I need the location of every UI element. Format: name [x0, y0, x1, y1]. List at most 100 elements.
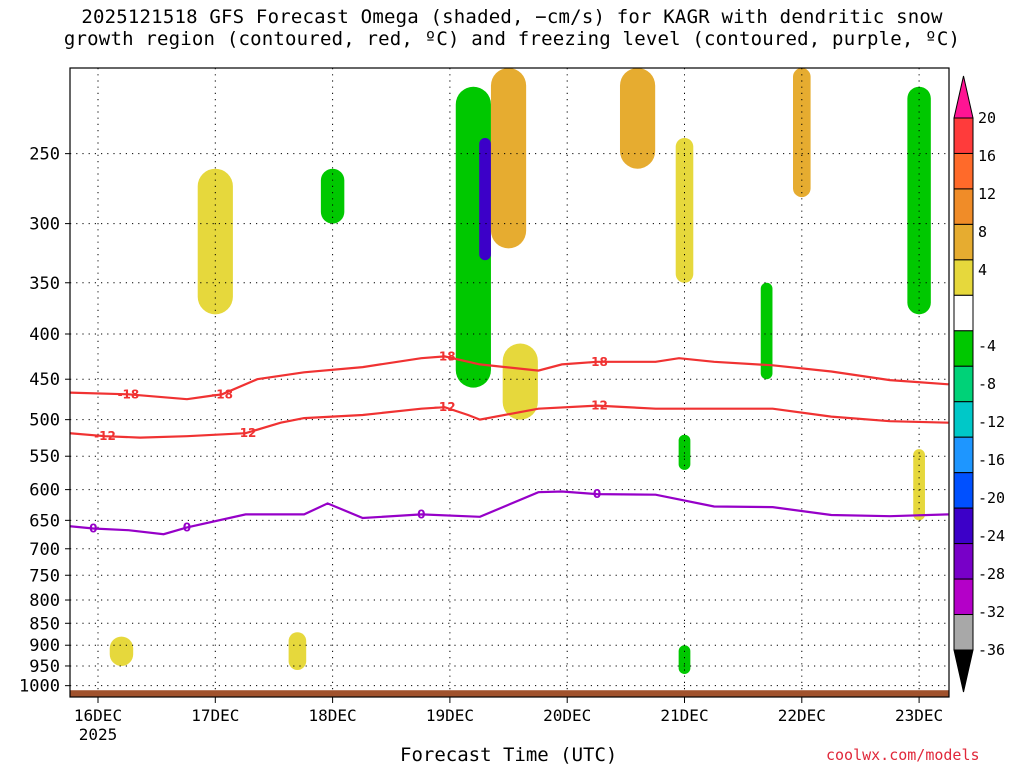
- x-axis: 16DEC 17DEC 18DEC 19DEC 20DEC 21DEC 22DEC 23DEC…: [74, 697, 943, 744]
- colorbar-label: -20: [978, 489, 1005, 507]
- y-tick-label: 900: [29, 636, 60, 656]
- y-tick-label: 950: [29, 657, 60, 677]
- colorbar-label: 16: [978, 147, 996, 165]
- y-tick-label: 850: [29, 614, 60, 634]
- colorbar-label: 4: [978, 261, 987, 279]
- contour-label: -18: [211, 387, 233, 401]
- colorbar-swatch: [953, 578, 974, 616]
- y-tick-label: 800: [29, 591, 60, 611]
- omega-region: [675, 137, 694, 283]
- contour-label: 0: [183, 520, 191, 534]
- colorbar-label: -28: [978, 565, 1005, 583]
- omega-region: [490, 68, 527, 249]
- chart-title-line-1: 2025121518 GFS Forecast Omega (shaded, −…: [81, 6, 943, 28]
- contour-label: -12: [235, 426, 257, 440]
- y-axis: 2503003504004505005506006507007508008509…: [19, 145, 70, 697]
- x-tick-label: 21DEC: [660, 706, 708, 725]
- omega-region: [288, 632, 307, 670]
- contour-label: -18: [434, 349, 456, 363]
- y-tick-label: 650: [29, 511, 60, 531]
- y-tick-label: 1000: [19, 677, 60, 697]
- grid-lines: [70, 68, 949, 697]
- colorbar-label: -32: [978, 603, 1005, 621]
- omega-region: [793, 68, 811, 198]
- omega-region: [619, 68, 656, 169]
- colorbar-label: 8: [978, 223, 987, 241]
- colorbar-label: 20: [978, 109, 996, 127]
- colorbar-swatch: [953, 152, 974, 190]
- x-tick-label: 23DEC: [895, 706, 943, 725]
- ground-fill: [70, 690, 949, 697]
- colorbar-swatch: [953, 365, 974, 403]
- x-tick-label: 22DEC: [778, 706, 826, 725]
- plot-frame: [69, 67, 950, 698]
- colorbar-swatch: [953, 614, 974, 651]
- x-tick-label: 20DEC: [543, 706, 591, 725]
- y-tick-label: 450: [29, 370, 60, 390]
- y-tick-label: 250: [29, 145, 60, 165]
- x-tick-label: 16DEC: [74, 706, 122, 725]
- colorbar-swatch: [953, 401, 974, 438]
- colorbar-swatch: [953, 436, 974, 474]
- colorbar-swatch: [953, 259, 974, 296]
- colorbar-swatch: [953, 294, 974, 332]
- y-tick-label: 400: [29, 325, 60, 345]
- y-tick-label: 600: [29, 481, 60, 501]
- colorbar-label: -12: [978, 413, 1005, 431]
- contour-label: 0: [417, 507, 425, 521]
- colorbar-swatch: [953, 117, 974, 154]
- colorbar-swatch: [953, 223, 974, 261]
- colorbar-swatch: [953, 330, 974, 367]
- contour-label: -18: [118, 387, 140, 401]
- contours: -18 -18 -18 -18 -12 -12 -12 -12 0 0 0 0: [70, 349, 949, 536]
- omega-region: [907, 86, 931, 315]
- colorbar-swatch: [953, 188, 974, 225]
- contour-label: -12: [94, 429, 116, 443]
- colorbar-label: 12: [978, 185, 996, 203]
- omega-region: [479, 137, 491, 261]
- contour-line: [70, 404, 949, 439]
- y-tick-label: 500: [29, 411, 60, 431]
- chart-title-line-2: growth region (contoured, red, ºC) and f…: [63, 28, 961, 50]
- omega-region: [678, 434, 691, 470]
- colorbar-swatch: [953, 543, 974, 580]
- colorbar: 20 16 12 8 4 -4 -8 -12 -16 -20 -24 -28 -32 -36: [953, 75, 1005, 693]
- colorbar-label: -24: [978, 527, 1005, 545]
- site-credit: coolwx.com/models: [826, 746, 980, 764]
- omega-shading: [109, 68, 931, 674]
- colorbar-top-arrow: [953, 75, 974, 119]
- chart-title: 2025121518 GFS Forecast Omega (shaded, −…: [0, 6, 1024, 50]
- colorbar-swatch: [953, 472, 974, 509]
- y-tick-label: 700: [29, 540, 60, 560]
- omega-region: [320, 168, 345, 224]
- x-tick-label: 18DEC: [309, 706, 357, 725]
- y-tick-label: 750: [29, 566, 60, 586]
- colorbar-label: -8: [978, 375, 996, 393]
- x-tick-label: 19DEC: [426, 706, 474, 725]
- x-year-label: 2025: [79, 725, 118, 744]
- contour-line: [70, 490, 949, 536]
- y-tick-label: 300: [29, 215, 60, 235]
- contour-label: 0: [89, 522, 97, 536]
- x-tick-label: 17DEC: [191, 706, 239, 725]
- omega-region: [197, 168, 233, 315]
- colorbar-label: -4: [978, 337, 996, 355]
- x-axis-title: Forecast Time (UTC): [400, 744, 618, 766]
- omega-region: [502, 343, 538, 420]
- contour-label: -12: [586, 399, 608, 413]
- contour-label: -18: [586, 355, 608, 369]
- y-tick-label: 550: [29, 447, 60, 467]
- ground-layer: [70, 690, 949, 697]
- colorbar-label: -16: [978, 451, 1005, 469]
- colorbar-bottom-arrow: [953, 649, 974, 693]
- omega-region: [913, 449, 925, 521]
- contour-label: -12: [434, 400, 456, 414]
- contour-line: [70, 355, 949, 401]
- colorbar-swatch: [953, 507, 974, 545]
- omega-region: [109, 636, 134, 666]
- contour-label: 0: [593, 487, 601, 501]
- y-tick-label: 350: [29, 274, 60, 294]
- omega-region: [678, 645, 691, 674]
- omega-region: [760, 282, 773, 380]
